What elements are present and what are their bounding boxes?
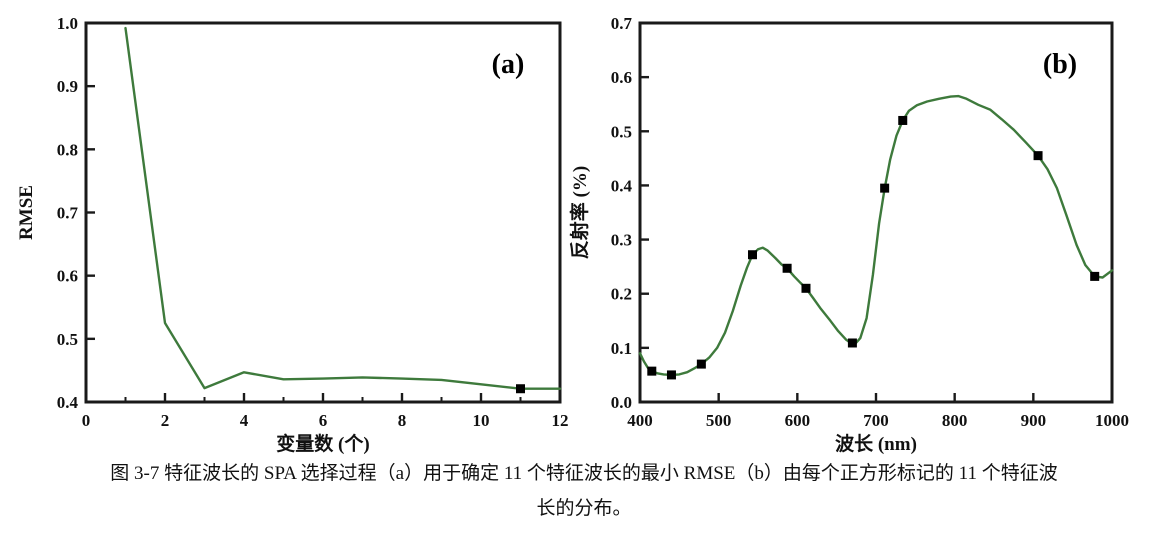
- y-tick-label-b: 0.6: [611, 68, 632, 87]
- data-marker-b: [782, 263, 792, 273]
- x-tick-label-a: 2: [161, 411, 170, 430]
- data-marker-b: [880, 183, 890, 193]
- x-tick-label-b: 500: [706, 411, 732, 430]
- y-tick-label-a: 0.8: [57, 140, 78, 159]
- caption-line-1: 图 3-7 特征波长的 SPA 选择过程（a）用于确定 11 个特征波长的最小 …: [110, 463, 1058, 484]
- y-tick-label-a: 0.7: [57, 204, 79, 223]
- spa-selection-figure: 0 2 4 6 8 10 12 0.4 0.5 0.6 0.7 0.8 0.9 1.0 变量数 (个) RMS…: [16, 14, 1129, 455]
- data-marker-b: [898, 115, 908, 125]
- x-axis-label-b: 波长 (nm): [835, 432, 917, 455]
- panel-label-a: (a): [492, 49, 525, 80]
- y-tick-label-b: 0.0: [611, 393, 632, 412]
- y-tick-label-a: 1.0: [57, 14, 78, 33]
- data-marker-a: [516, 384, 525, 394]
- y-tick-label-a: 0.9: [57, 77, 78, 96]
- data-marker-b: [696, 359, 706, 369]
- panel-label-b: (b): [1043, 49, 1077, 80]
- x-tick-label-b: 1000: [1095, 411, 1129, 430]
- x-axis-label-a: 变量数 (个): [276, 432, 369, 455]
- data-marker-b: [647, 366, 657, 376]
- x-tick-label-a: 12: [552, 411, 569, 430]
- x-tick-label-a: 4: [240, 411, 249, 430]
- data-marker-b: [1090, 271, 1100, 281]
- data-marker-b: [747, 250, 757, 260]
- data-marker-b: [847, 338, 857, 348]
- y-tick-label-b: 0.3: [611, 231, 632, 250]
- plot-frame-a: [84, 21, 562, 404]
- data-marker-b: [666, 370, 676, 380]
- chart-panel-b: 400 500 600 700 800 900 1000 0.0 0.1 0.2 0.3 0.4 0.5…: [568, 14, 1129, 455]
- caption-line-2: 长的分布。: [536, 498, 632, 519]
- data-marker-b: [1033, 151, 1043, 161]
- data-marker-b: [801, 283, 811, 293]
- x-tick-label-a: 0: [82, 411, 91, 430]
- plot-frame-b: [638, 21, 1114, 404]
- x-tick-label-a: 6: [319, 411, 328, 430]
- x-tick-label-b: 800: [942, 411, 968, 430]
- y-tick-label-a: 0.4: [57, 393, 79, 412]
- y-tick-label-a: 0.5: [57, 330, 78, 349]
- y-tick-label-b: 0.2: [611, 285, 632, 304]
- series-line-b: [638, 94, 1114, 377]
- y-axis-label-a: RMSE: [16, 185, 37, 240]
- y-tick-label-b: 0.1: [611, 339, 632, 358]
- x-tick-label-b: 700: [863, 411, 889, 430]
- y-axis-label-b: 反射率 (%): [568, 166, 591, 259]
- x-tick-label-b: 900: [1021, 411, 1047, 430]
- figure-caption: 图 3-7 特征波长的 SPA 选择过程（a）用于确定 11 个特征波长的最小 …: [0, 456, 1168, 526]
- x-tick-label-b: 600: [785, 411, 811, 430]
- x-tick-label-a: 8: [398, 411, 407, 430]
- chart-panel-a: 0 2 4 6 8 10 12 0.4 0.5 0.6 0.7 0.8 0.9 1.0 变量数 (个) RMS…: [16, 14, 569, 455]
- y-tick-label-b: 0.4: [611, 176, 633, 195]
- y-tick-label-a: 0.6: [57, 267, 78, 286]
- y-tick-label-b: 0.5: [611, 122, 632, 141]
- x-tick-label-b: 400: [627, 411, 653, 430]
- series-line-a: [124, 26, 562, 390]
- y-tick-label-b: 0.7: [611, 14, 633, 33]
- x-tick-label-a: 10: [473, 411, 490, 430]
